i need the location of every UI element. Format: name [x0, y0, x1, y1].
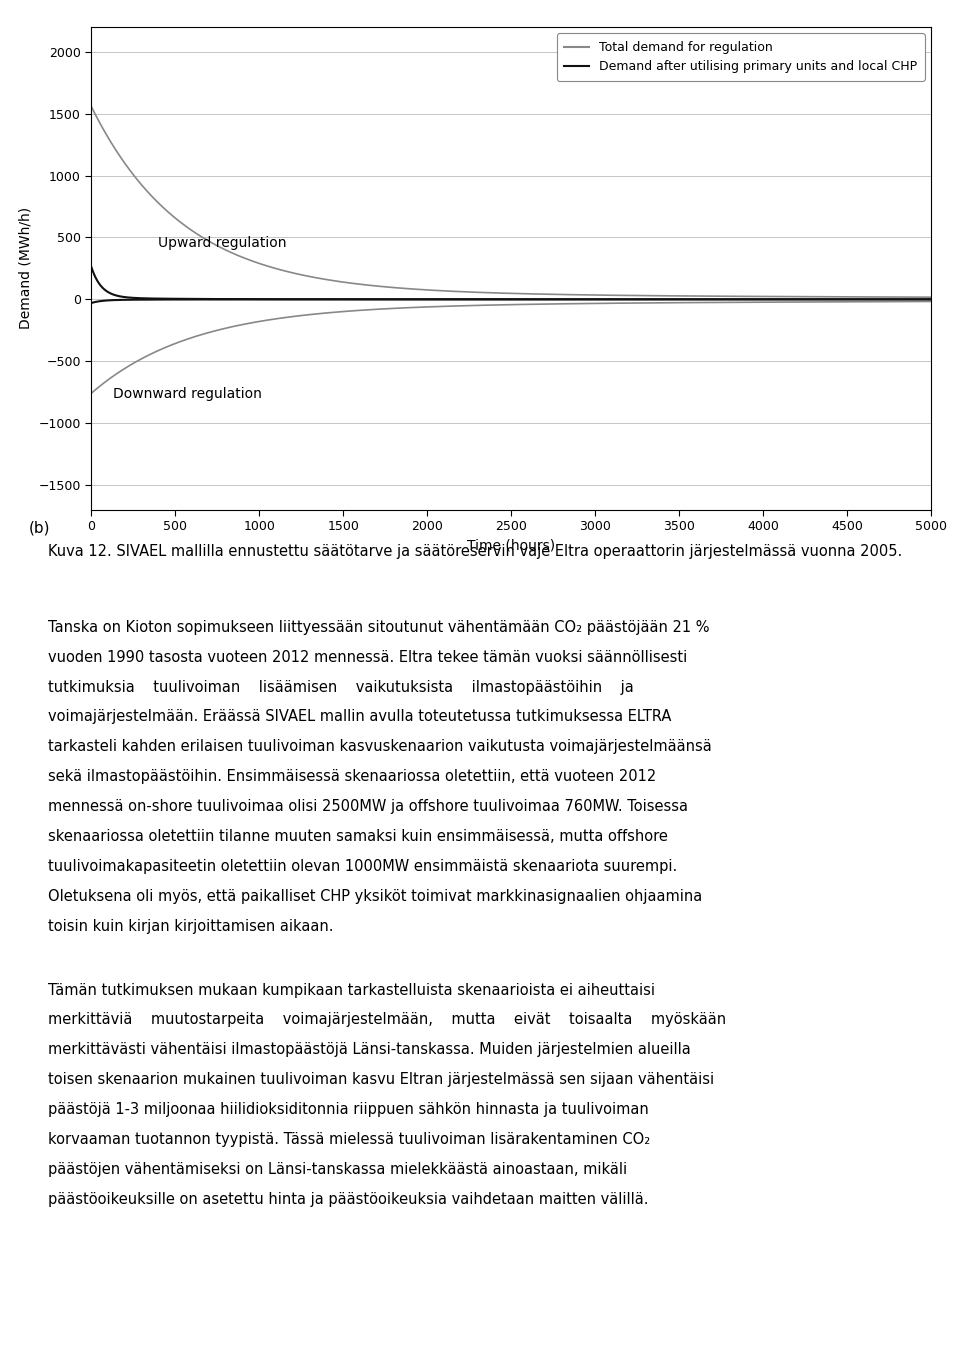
Demand after utilising primary units and local CHP	[753, 291, 764, 307]
Line: Demand after utilising primary units and local CHP: Demand after utilising primary units and…	[91, 266, 931, 299]
Y-axis label: Demand (MWh/h): Demand (MWh/h)	[19, 208, 33, 329]
Text: päästöjä 1-3 miljoonaa hiilidioksiditonnia riippuen sähkön hinnasta ja tuulivoim: päästöjä 1-3 miljoonaa hiilidioksiditonn…	[48, 1102, 649, 1117]
Demand after utilising primary units and local CHP	[619, 291, 631, 307]
Text: tutkimuksia    tuulivoiman    lisäämisen    vaikutuksista    ilmastopäästöihin  : tutkimuksia tuulivoiman lisäämisen vaiku…	[48, 680, 634, 694]
Text: mennessä on-shore tuulivoimaa olisi 2500MW ja offshore tuulivoimaa 760MW. Toises: mennessä on-shore tuulivoimaa olisi 2500…	[48, 799, 688, 814]
Text: tarkasteli kahden erilaisen tuulivoiman kasvuskenaarion vaikutusta voimajärjeste: tarkasteli kahden erilaisen tuulivoiman …	[48, 739, 711, 754]
Text: merkittäviä    muutostarpeita    voimajärjestelmään,    mutta    eivät    toisaa: merkittäviä muutostarpeita voimajärjeste…	[48, 1012, 726, 1027]
Demand after utilising primary units and local CHP	[925, 291, 937, 307]
Demand after utilising primary units and local CHP	[128, 289, 139, 306]
Total demand for regulation	[85, 98, 97, 114]
Text: vuoden 1990 tasosta vuoteen 2012 mennessä. Eltra tekee tämän vuoksi säännöllises: vuoden 1990 tasosta vuoteen 2012 menness…	[48, 650, 687, 665]
Total demand for regulation	[619, 287, 631, 303]
Text: päästöjen vähentämiseksi on Länsi-tanskassa mielekkäästä ainoastaan, mikäli: päästöjen vähentämiseksi on Länsi-tanska…	[48, 1162, 627, 1177]
Text: voimajärjestelmään. Eräässä SIVAEL mallin avulla toteutetussa tutkimuksessa ELTR: voimajärjestelmään. Eräässä SIVAEL malli…	[48, 709, 671, 724]
Demand after utilising primary units and local CHP	[583, 291, 594, 307]
Demand after utilising primary units and local CHP	[708, 291, 720, 307]
Line: Total demand for regulation: Total demand for regulation	[91, 106, 931, 298]
Total demand for regulation	[390, 280, 401, 296]
X-axis label: Time (hours): Time (hours)	[468, 538, 555, 553]
Total demand for regulation	[128, 167, 139, 183]
Text: päästöoikeuksille on asetettu hinta ja päästöoikeuksia vaihdetaan maitten välill: päästöoikeuksille on asetettu hinta ja p…	[48, 1192, 649, 1207]
Demand after utilising primary units and local CHP	[85, 258, 97, 275]
Total demand for regulation	[925, 289, 937, 306]
Text: toisin kuin kirjan kirjoittamisen aikaan.: toisin kuin kirjan kirjoittamisen aikaan…	[48, 919, 333, 934]
Total demand for regulation	[753, 288, 764, 304]
Text: Downward regulation: Downward regulation	[113, 387, 262, 401]
Text: Tämän tutkimuksen mukaan kumpikaan tarkastelluista skenaarioista ei aiheuttaisi: Tämän tutkimuksen mukaan kumpikaan tarka…	[48, 983, 655, 998]
Text: tuulivoimakapasiteetin oletettiin olevan 1000MW ensimmäistä skenaariota suurempi: tuulivoimakapasiteetin oletettiin olevan…	[48, 859, 677, 874]
Text: sekä ilmastopäästöihin. Ensimmäisessä skenaariossa oletettiin, että vuoteen 2012: sekä ilmastopäästöihin. Ensimmäisessä sk…	[48, 769, 657, 784]
Text: toisen skenaarion mukainen tuulivoiman kasvu Eltran järjestelmässä sen sijaan vä: toisen skenaarion mukainen tuulivoiman k…	[48, 1072, 714, 1087]
Text: Oletuksena oli myös, että paikalliset CHP yksiköt toimivat markkinasignaalien oh: Oletuksena oli myös, että paikalliset CH…	[48, 889, 703, 904]
Text: merkittävästi vähentäisi ilmastopäästöjä Länsi-tanskassa. Muiden järjestelmien a: merkittävästi vähentäisi ilmastopäästöjä…	[48, 1042, 691, 1057]
Legend: Total demand for regulation, Demand after utilising primary units and local CHP: Total demand for regulation, Demand afte…	[557, 34, 924, 80]
Text: skenaariossa oletettiin tilanne muuten samaksi kuin ensimmäisessä, mutta offshor: skenaariossa oletettiin tilanne muuten s…	[48, 829, 668, 844]
Text: Tanska on Kioton sopimukseen liittyessään sitoutunut vähentämään CO₂ päästöjään : Tanska on Kioton sopimukseen liittyessää…	[48, 620, 709, 635]
Text: (b): (b)	[29, 520, 50, 535]
Total demand for regulation	[583, 287, 594, 303]
Text: Kuva 12. SIVAEL mallilla ennustettu säätötarve ja säätöreservin vaje Eltra opera: Kuva 12. SIVAEL mallilla ennustettu säät…	[48, 544, 902, 559]
Demand after utilising primary units and local CHP	[390, 291, 401, 307]
Text: Upward regulation: Upward regulation	[158, 236, 287, 250]
Text: korvaaman tuotannon tyypistä. Tässä mielessä tuulivoiman lisärakentaminen CO₂: korvaaman tuotannon tyypistä. Tässä miel…	[48, 1132, 650, 1147]
Total demand for regulation	[708, 288, 720, 304]
